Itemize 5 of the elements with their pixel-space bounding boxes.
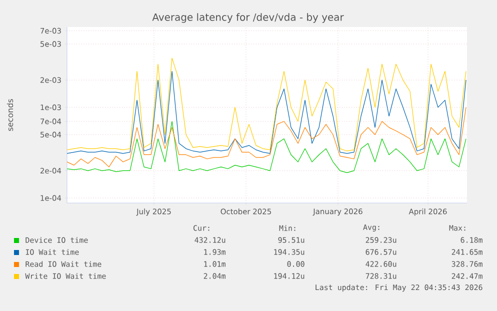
chart-title: Average latency for /dev/vda - by year [152, 13, 344, 23]
line-series [67, 121, 466, 174]
line-series [67, 58, 466, 152]
line-series [67, 107, 466, 168]
line-series [67, 70, 466, 154]
